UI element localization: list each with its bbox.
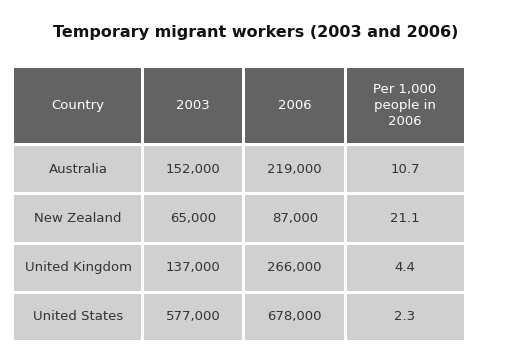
Bar [346, 195, 464, 242]
Bar [142, 294, 244, 340]
Bar [346, 245, 464, 291]
Text: 2006: 2006 [278, 99, 311, 112]
Bar [244, 195, 346, 242]
Text: 4.4: 4.4 [394, 261, 415, 274]
Bar [14, 146, 142, 192]
Text: 577,000: 577,000 [166, 310, 221, 324]
Bar [346, 294, 464, 340]
Text: 87,000: 87,000 [272, 212, 318, 225]
Bar [142, 68, 244, 143]
Text: Country: Country [52, 99, 104, 112]
Bar [14, 143, 498, 146]
Bar [344, 68, 347, 340]
Text: 266,000: 266,000 [267, 261, 322, 274]
Text: 21.1: 21.1 [390, 212, 420, 225]
Bar [14, 195, 142, 242]
Text: 219,000: 219,000 [267, 163, 322, 176]
Text: New Zealand: New Zealand [34, 212, 122, 225]
Text: 152,000: 152,000 [166, 163, 221, 176]
Bar [141, 68, 144, 340]
Bar [14, 294, 142, 340]
Bar [244, 146, 346, 192]
Bar [14, 291, 498, 294]
Text: 678,000: 678,000 [267, 310, 322, 324]
Text: Temporary migrant workers (2003 and 2006): Temporary migrant workers (2003 and 2006… [53, 25, 459, 39]
Bar [244, 245, 346, 291]
Text: Per 1,000
people in
2006: Per 1,000 people in 2006 [373, 83, 436, 128]
Bar [244, 68, 346, 143]
Bar [14, 242, 498, 245]
Text: 10.7: 10.7 [390, 163, 419, 176]
Bar [142, 245, 244, 291]
Bar [346, 68, 464, 143]
Text: United States: United States [33, 310, 123, 324]
Text: 2003: 2003 [176, 99, 210, 112]
Bar [14, 68, 142, 143]
Text: 65,000: 65,000 [170, 212, 216, 225]
Text: 2.3: 2.3 [394, 310, 415, 324]
Bar [242, 68, 245, 340]
Text: 137,000: 137,000 [166, 261, 221, 274]
Bar [244, 294, 346, 340]
Bar [14, 245, 142, 291]
Bar [142, 146, 244, 192]
Bar [14, 192, 498, 195]
Text: Australia: Australia [49, 163, 108, 176]
Bar [142, 195, 244, 242]
Text: United Kingdom: United Kingdom [25, 261, 132, 274]
Bar [346, 146, 464, 192]
